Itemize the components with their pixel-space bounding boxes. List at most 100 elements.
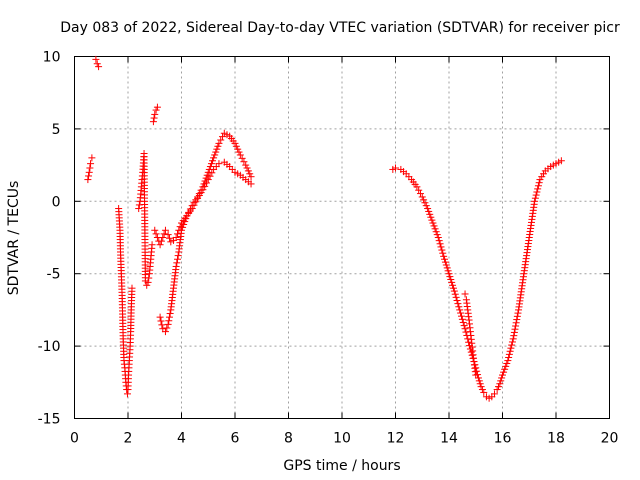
data-point [135,205,143,213]
data-point [457,312,465,320]
data-point [425,207,433,215]
data-point [477,383,485,391]
data-point [244,167,252,175]
data-point [231,139,239,147]
x-tick-label: 2 [124,431,133,447]
data-point [540,170,548,178]
data-point [156,313,164,321]
data-point [185,208,193,216]
data-point [461,325,469,333]
data-point [459,318,467,326]
data-point [427,213,435,221]
data-point [433,231,441,239]
data-point [494,383,502,391]
data-point [480,388,488,396]
grid [74,56,610,419]
data-point [422,202,430,210]
data-point [444,267,452,275]
data-point [164,231,172,239]
data-point [434,234,442,241]
data-point [499,371,506,379]
data-point [173,259,181,267]
data-point [440,252,448,260]
data-point [439,249,447,257]
data-point [213,145,221,153]
data-point [438,246,446,254]
data-point [413,183,421,191]
x-tick-label: 10 [333,431,351,447]
data-point [451,290,459,298]
data-point [461,290,469,298]
data-point [85,172,93,180]
y-tick-label: -15 [38,412,61,428]
data-point [503,359,511,367]
data-point [507,344,515,352]
data-point [536,176,544,184]
data-point [513,316,521,324]
data-point [215,160,223,168]
data-point [493,386,501,394]
data-point [84,176,92,184]
data-point [166,310,174,318]
data-point [532,191,540,199]
data-point [460,322,468,330]
data-point [452,293,460,301]
data-point [204,168,212,176]
data-point [446,273,454,281]
tick-labels: 0 2 4 6 8 10 12 14 16 18 20 -15 -10 -5 0 5 10 [38,50,619,447]
data-point [174,252,182,260]
data-point [151,226,159,234]
data-point [514,309,522,317]
data-point [232,142,240,150]
data-point [455,303,463,311]
data-point [416,190,424,198]
data-point [161,328,169,336]
data-point [206,172,214,180]
data-point [152,106,160,114]
data-point [215,139,223,147]
data-point [441,258,449,266]
data-point [497,377,505,385]
data-point [449,281,457,289]
data-point [181,218,189,226]
data-point [435,237,443,245]
data-point [505,350,513,358]
data-point [202,174,210,182]
data-point [203,171,211,179]
data-point [85,168,93,176]
data-point [496,380,504,388]
data-point [210,154,218,162]
data-point [123,390,131,398]
x-tick-label: 8 [284,431,293,447]
data-point [173,255,181,263]
data-point [207,160,215,168]
data-point [445,270,453,278]
data-point [454,300,462,308]
data-point [179,223,187,231]
data-point [201,177,209,185]
data-point [513,312,521,320]
data-point [165,313,173,321]
chart-title: Day 083 of 2022, Sidereal Day-to-day VTE… [60,20,620,36]
data-point [172,234,180,241]
data-point [512,322,520,330]
data-point [534,185,542,193]
data-point [205,165,213,173]
data-point [234,145,242,153]
y-tick-label: 0 [52,194,61,210]
data-point [429,219,437,227]
data-point [159,234,167,241]
data-point [180,220,188,228]
data-point [531,194,539,202]
data-point [505,353,513,361]
data-point [533,188,541,196]
data-point [161,226,169,234]
data-point [535,179,543,187]
x-tick-label: 6 [231,431,240,447]
data-point [235,148,243,156]
data-point [500,368,508,376]
data-point [420,196,428,204]
data-point [197,186,205,194]
data-point [490,390,498,398]
